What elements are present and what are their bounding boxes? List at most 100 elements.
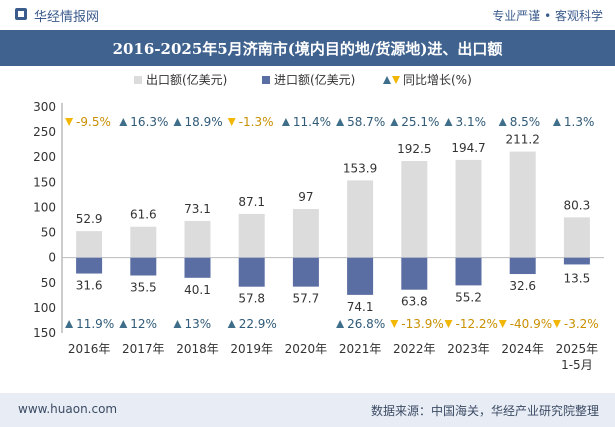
brand-name: 华经情报网 [34,10,100,25]
export-bar [563,217,590,258]
y-tick-label: 150 [33,175,56,189]
import-value-label: 31.6 [76,279,103,293]
chart: 出口额(亿美元) 进口额(亿美元) 同比增长(%) 300 250 200 150 10… [33,72,604,372]
export-growth-up-icon [119,118,128,126]
top-bar: 华经情报网 专业严谨 • 客观科学 [0,0,615,30]
export-bar [347,180,374,258]
chart-axis: 300 250 200 150 100 50 0 50 100 150 2016年 2017年 2018… [33,100,604,372]
export-bar [509,151,536,258]
export-growth-label: 18.9% [185,115,223,129]
chart-labels: 52.9 61.6 73.1 87.1 97 153.9 192.5 194.7 211.2 80… [65,115,599,331]
import-bar [238,257,265,287]
legend-growth-label: 同比增长(%) [403,73,472,87]
import-value-label: 32.6 [509,279,536,293]
legend-up-icon [383,76,391,84]
import-value-label: 74.1 [347,300,374,314]
import-bar [509,257,536,275]
brand-logo-icon [15,8,27,20]
import-bar [76,257,103,274]
export-bar [238,213,265,258]
x-tick-label: 2018年 [176,342,219,356]
y-tick-label: 50 [41,226,56,240]
export-value-label: 153.9 [343,161,377,175]
import-growth-up-icon [173,320,182,328]
x-tick-label: 2025年 [556,342,599,356]
x-tick-label: 2021年 [339,342,382,356]
export-growth-up-icon [444,118,453,126]
footer-url: www.huaon.com [18,402,118,416]
export-value-label: 194.7 [451,141,485,155]
brand-slogan: 专业严谨 • 客观科学 [492,9,603,23]
legend-import-label: 进口额(亿美元) [274,72,355,87]
y-tick-label: 200 [33,150,56,164]
export-growth-label: 16.3% [130,115,168,129]
export-bar [130,226,157,258]
import-bar [130,257,157,276]
export-growth-down-icon [227,118,236,126]
import-growth-up-icon [336,320,345,328]
import-growth-label: -40.9% [510,317,552,331]
export-bar [184,220,211,258]
y-tick-label: 250 [33,125,56,139]
export-bar [455,159,482,258]
y-tick-label: 100 [33,200,56,214]
export-value-label: 97 [298,190,313,204]
import-value-label: 55.2 [455,290,482,304]
y-tick-label: 100 [33,301,56,315]
import-growth-label: 12% [130,317,157,331]
chart-legend: 出口额(亿美元) 进口额(亿美元) 同比增长(%) [134,72,472,87]
legend-export-label: 出口额(亿美元) [146,72,227,87]
import-bar [347,257,374,295]
import-growth-up-icon [227,320,236,328]
import-bar [292,257,319,287]
export-growth-up-icon [336,118,345,126]
y-tick-label: 150 [33,326,56,340]
export-value-label: 87.1 [238,195,265,209]
y-tick-label: 300 [33,100,56,114]
footer-bar: www.huaon.com 数据来源：中国海关，华经产业研究院整理 [0,393,615,427]
import-growth-label: 26.8% [347,317,385,331]
export-value-label: 61.6 [130,208,157,222]
export-growth-label: 3.1% [456,115,487,129]
import-growth-label: -13.9% [401,317,443,331]
export-growth-label: 8.5% [510,115,541,129]
import-value-label: 40.1 [184,283,211,297]
x-tick-label: 2024年 [501,342,544,356]
y-tick-label: 0 [48,251,56,265]
export-growth-up-icon [552,118,561,126]
export-bar [76,231,103,258]
export-growth-up-icon [498,118,507,126]
import-growth-label: -12.2% [456,317,498,331]
x-tick-label: 2020年 [285,342,328,356]
export-value-label: 73.1 [184,202,211,216]
export-growth-label: 1.3% [564,115,595,129]
import-growth-down-icon [552,320,561,328]
import-growth-label: 13% [185,317,212,331]
import-growth-up-icon [65,320,74,328]
import-value-label: 63.8 [401,295,428,309]
export-bar [292,208,319,258]
import-bar [184,257,211,278]
import-growth-label: 11.9% [76,317,114,331]
import-value-label: 13.5 [564,272,591,286]
title-bar: 2016-2025年5月济南市(境内目的地/货源地)进、出口额 [0,30,615,66]
import-growth-up-icon [119,320,128,328]
export-growth-label: -9.5% [76,115,111,129]
import-value-label: 57.8 [238,292,265,306]
import-growth-label: 22.9% [239,317,277,331]
export-growth-up-icon [173,118,182,126]
export-growth-label: 11.4% [293,115,331,129]
footer-source: 数据来源：中国海关，华经产业研究院整理 [370,404,599,418]
chart-title: 2016-2025年5月济南市(境内目的地/货源地)进、出口额 [112,40,503,58]
export-growth-up-icon [390,118,399,126]
legend-export-swatch [134,76,142,84]
x-tick-label: 2023年 [447,342,490,356]
export-growth-label: 58.7% [347,115,385,129]
export-value-label: 52.9 [76,212,103,226]
import-growth-down-icon [444,320,453,328]
x-tick-label: 1-5月 [561,358,593,372]
export-growth-label: 25.1% [401,115,439,129]
legend-import-swatch [262,76,270,84]
import-bar [455,257,482,286]
import-growth-down-icon [390,320,399,328]
